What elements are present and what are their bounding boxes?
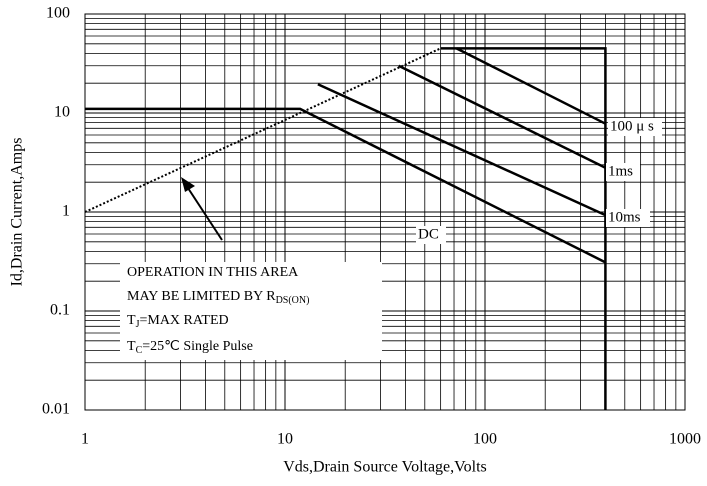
series-label: 1ms: [608, 163, 633, 179]
series-label: 10ms: [608, 209, 641, 225]
series-label-bg: [606, 163, 640, 181]
series-line: [455, 47, 606, 125]
y-tick-label: 10: [54, 104, 70, 121]
series-label: 100 μ s: [610, 118, 654, 134]
series-line: [85, 107, 606, 264]
x-axis-label: Vds,Drain Source Voltage,Volts: [283, 459, 487, 476]
y-tick-label: 1: [62, 203, 70, 220]
y-tick-label: 0.01: [42, 401, 70, 418]
series-line: [317, 83, 606, 217]
x-tick-label: 1000: [669, 431, 701, 448]
arrow: [185, 184, 223, 241]
series-labels: 100 μ s 1ms 10ms DC: [416, 118, 662, 244]
annotation-line: OPERATION IN THIS AREA: [127, 265, 299, 280]
arrow-head: [181, 177, 195, 192]
annotation: OPERATION IN THIS AREA MAY BE LIMITED BY…: [127, 265, 309, 356]
series-line: [440, 47, 607, 410]
y-tick-label: 0.1: [50, 302, 70, 319]
x-tick-label: 100: [473, 431, 497, 448]
series-line: [84, 47, 442, 213]
annotation-line: TJ=MAX RATED: [127, 313, 229, 330]
annotation-box: [120, 262, 382, 360]
series-label-bg: [416, 226, 446, 244]
annotation-line: TC=25℃ Single Pulse: [127, 339, 253, 356]
x-tick-label: 10: [277, 431, 293, 448]
plot: [84, 47, 607, 410]
series-label-bg: [606, 209, 650, 227]
series-label: DC: [418, 226, 439, 242]
series-line: [398, 64, 606, 169]
y-axis-label: Id,Drain Current,Amps: [9, 138, 26, 287]
y-tick-label: 100: [46, 5, 70, 22]
annotation-line: MAY BE LIMITED BY RDS(ON): [127, 289, 309, 306]
x-tick-label: 1: [81, 431, 89, 448]
series-label-bg: [608, 118, 662, 136]
